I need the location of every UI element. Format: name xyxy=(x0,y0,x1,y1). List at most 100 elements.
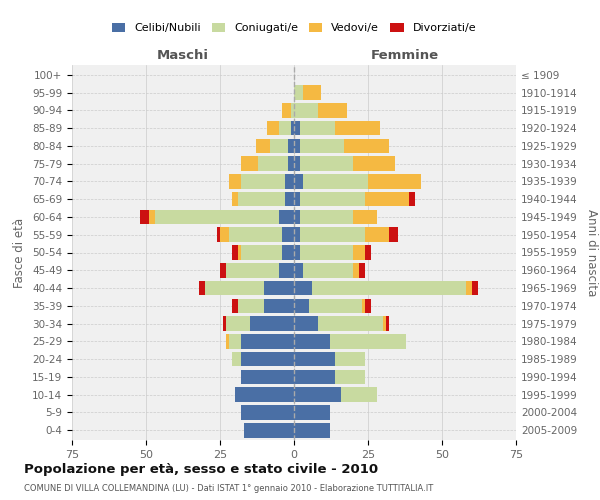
Bar xyxy=(317,103,347,118)
Bar xyxy=(300,228,365,242)
Y-axis label: Anni di nascita: Anni di nascita xyxy=(584,209,598,296)
Y-axis label: Fasce di età: Fasce di età xyxy=(13,218,26,288)
Text: COMUNE DI VILLA COLLEMANDINA (LU) - Dati ISTAT 1° gennaio 2010 - Elaborazione TU: COMUNE DI VILLA COLLEMANDINA (LU) - Dati… xyxy=(24,484,433,493)
Bar xyxy=(353,210,377,224)
Bar xyxy=(238,245,241,260)
Bar xyxy=(335,121,380,136)
Bar xyxy=(241,245,282,260)
Bar xyxy=(368,174,421,188)
Bar xyxy=(294,352,335,366)
Bar xyxy=(362,298,365,313)
Bar xyxy=(317,316,383,331)
Bar xyxy=(365,298,371,313)
Bar xyxy=(294,156,300,171)
Bar xyxy=(235,388,294,402)
Bar xyxy=(291,121,294,136)
Bar xyxy=(271,138,288,153)
Bar xyxy=(294,423,329,438)
Bar xyxy=(294,298,309,313)
Bar xyxy=(294,281,312,295)
Bar xyxy=(335,352,365,366)
Bar xyxy=(341,388,377,402)
Bar xyxy=(294,210,300,224)
Bar xyxy=(294,263,303,278)
Bar xyxy=(226,263,279,278)
Bar xyxy=(312,281,466,295)
Bar xyxy=(353,263,359,278)
Bar xyxy=(294,192,300,206)
Bar xyxy=(229,174,241,188)
Bar xyxy=(220,228,229,242)
Bar xyxy=(335,370,365,384)
Bar xyxy=(294,316,317,331)
Bar xyxy=(383,316,386,331)
Bar xyxy=(466,281,472,295)
Bar xyxy=(288,138,294,153)
Text: Femmine: Femmine xyxy=(371,50,439,62)
Bar xyxy=(232,192,238,206)
Bar xyxy=(241,156,259,171)
Bar xyxy=(329,334,406,348)
Bar xyxy=(294,405,329,419)
Bar xyxy=(232,298,238,313)
Bar xyxy=(282,245,294,260)
Bar xyxy=(389,228,398,242)
Text: Popolazione per età, sesso e stato civile - 2010: Popolazione per età, sesso e stato civil… xyxy=(24,462,378,475)
Bar xyxy=(300,192,365,206)
Bar xyxy=(223,316,226,331)
Text: Maschi: Maschi xyxy=(157,50,209,62)
Bar xyxy=(365,245,371,260)
Bar xyxy=(291,103,294,118)
Bar xyxy=(226,334,229,348)
Bar xyxy=(300,210,353,224)
Bar xyxy=(140,210,149,224)
Bar xyxy=(300,121,335,136)
Bar xyxy=(300,245,353,260)
Bar xyxy=(285,192,294,206)
Bar xyxy=(241,405,294,419)
Bar xyxy=(238,192,285,206)
Bar xyxy=(409,192,415,206)
Bar xyxy=(279,263,294,278)
Bar xyxy=(288,156,294,171)
Bar xyxy=(294,334,329,348)
Bar xyxy=(294,370,335,384)
Bar xyxy=(229,334,241,348)
Bar xyxy=(241,370,294,384)
Bar xyxy=(226,316,250,331)
Bar xyxy=(232,352,241,366)
Bar xyxy=(285,174,294,188)
Bar xyxy=(268,121,279,136)
Bar xyxy=(217,228,220,242)
Bar xyxy=(241,174,285,188)
Bar xyxy=(309,298,362,313)
Bar xyxy=(303,263,353,278)
Bar xyxy=(294,245,300,260)
Bar xyxy=(279,121,291,136)
Bar xyxy=(282,228,294,242)
Bar xyxy=(365,192,409,206)
Bar xyxy=(294,121,300,136)
Bar xyxy=(353,245,365,260)
Bar xyxy=(256,138,271,153)
Bar xyxy=(303,86,320,100)
Bar xyxy=(220,263,226,278)
Bar xyxy=(472,281,478,295)
Bar xyxy=(205,281,265,295)
Bar xyxy=(294,103,317,118)
Bar xyxy=(241,334,294,348)
Bar xyxy=(232,245,238,260)
Bar xyxy=(294,388,341,402)
Bar xyxy=(303,174,368,188)
Bar xyxy=(199,281,205,295)
Bar xyxy=(365,228,389,242)
Bar xyxy=(244,423,294,438)
Bar xyxy=(353,156,395,171)
Bar xyxy=(279,210,294,224)
Bar xyxy=(294,174,303,188)
Bar xyxy=(359,263,365,278)
Bar xyxy=(155,210,279,224)
Bar xyxy=(259,156,288,171)
Legend: Celibi/Nubili, Coniugati/e, Vedovi/e, Divorziati/e: Celibi/Nubili, Coniugati/e, Vedovi/e, Di… xyxy=(107,18,481,38)
Bar xyxy=(300,156,353,171)
